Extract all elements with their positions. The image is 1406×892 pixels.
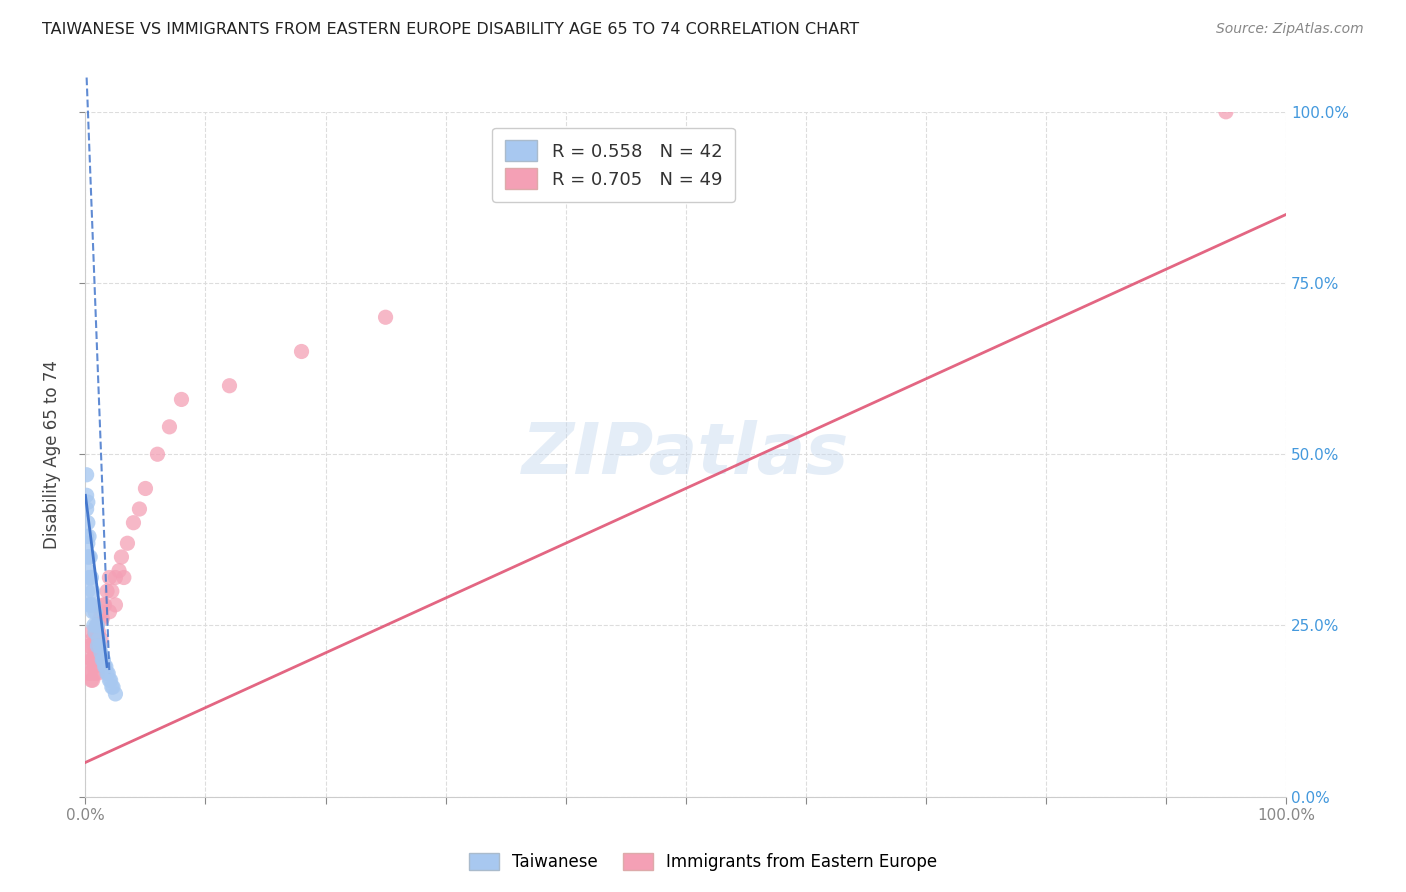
Point xyxy=(77,666,100,681)
Point xyxy=(134,482,156,496)
Point xyxy=(93,598,115,612)
Point xyxy=(77,570,100,584)
Point xyxy=(159,420,181,434)
Point xyxy=(93,598,115,612)
Point xyxy=(77,529,100,543)
Point xyxy=(82,584,104,599)
Point xyxy=(84,666,107,681)
Point xyxy=(290,344,312,359)
Point xyxy=(82,605,104,619)
Point xyxy=(76,529,98,543)
Point xyxy=(86,666,108,681)
Point xyxy=(76,502,98,516)
Point xyxy=(77,549,100,564)
Point xyxy=(76,467,98,482)
Point xyxy=(89,639,111,653)
Point xyxy=(80,570,103,584)
Point xyxy=(112,570,135,584)
Point xyxy=(82,632,104,647)
Point xyxy=(86,618,108,632)
Point xyxy=(98,605,121,619)
Point xyxy=(79,570,101,584)
Point xyxy=(76,584,98,599)
Legend: R = 0.558   N = 42, R = 0.705   N = 49: R = 0.558 N = 42, R = 0.705 N = 49 xyxy=(492,128,735,202)
Point xyxy=(104,570,127,584)
Point xyxy=(90,632,112,647)
Point xyxy=(170,392,193,407)
Point xyxy=(84,653,107,667)
Point xyxy=(87,632,110,647)
Point xyxy=(108,564,131,578)
Point xyxy=(91,612,114,626)
Point xyxy=(90,646,112,660)
Point xyxy=(101,680,124,694)
Point xyxy=(96,666,118,681)
Point xyxy=(97,666,120,681)
Point xyxy=(90,605,112,619)
Y-axis label: Disability Age 65 to 74: Disability Age 65 to 74 xyxy=(44,359,60,549)
Point xyxy=(98,673,121,688)
Point xyxy=(86,639,108,653)
Text: Source: ZipAtlas.com: Source: ZipAtlas.com xyxy=(1216,22,1364,37)
Point xyxy=(146,447,169,461)
Point xyxy=(79,639,101,653)
Point xyxy=(87,625,110,640)
Point xyxy=(374,310,396,325)
Point xyxy=(104,598,127,612)
Point xyxy=(76,653,98,667)
Point xyxy=(89,639,111,653)
Point xyxy=(101,680,124,694)
Point xyxy=(86,639,108,653)
Point xyxy=(80,653,103,667)
Point xyxy=(82,673,104,688)
Point xyxy=(84,625,107,640)
Point xyxy=(76,488,98,502)
Point xyxy=(84,605,107,619)
Point xyxy=(104,687,127,701)
Point xyxy=(79,598,101,612)
Point xyxy=(80,625,103,640)
Point xyxy=(80,673,103,688)
Point xyxy=(218,378,240,392)
Point xyxy=(77,598,100,612)
Point xyxy=(79,549,101,564)
Point xyxy=(76,564,98,578)
Point xyxy=(84,646,107,660)
Point xyxy=(76,549,98,564)
Point xyxy=(94,659,117,673)
Point xyxy=(77,639,100,653)
Point xyxy=(98,570,121,584)
Point xyxy=(76,536,98,550)
Point xyxy=(1215,104,1237,119)
Text: TAIWANESE VS IMMIGRANTS FROM EASTERN EUROPE DISABILITY AGE 65 TO 74 CORRELATION : TAIWANESE VS IMMIGRANTS FROM EASTERN EUR… xyxy=(42,22,859,37)
Point xyxy=(96,584,118,599)
Point xyxy=(128,502,150,516)
Point xyxy=(83,639,105,653)
Text: ZIPatlas: ZIPatlas xyxy=(522,420,849,489)
Point xyxy=(84,632,107,647)
Point xyxy=(93,653,115,667)
Point xyxy=(93,659,115,673)
Point xyxy=(79,666,101,681)
Point xyxy=(83,618,105,632)
Point xyxy=(84,625,107,640)
Point xyxy=(110,549,132,564)
Point xyxy=(91,653,114,667)
Point xyxy=(80,598,103,612)
Point xyxy=(89,612,111,626)
Point xyxy=(83,598,105,612)
Point xyxy=(117,536,139,550)
Point xyxy=(83,659,105,673)
Point xyxy=(76,495,98,509)
Point xyxy=(86,618,108,632)
Legend: Taiwanese, Immigrants from Eastern Europe: Taiwanese, Immigrants from Eastern Europ… xyxy=(460,845,946,880)
Point xyxy=(76,516,98,530)
Point xyxy=(100,673,122,688)
Point xyxy=(82,653,104,667)
Point xyxy=(84,618,107,632)
Point xyxy=(122,516,145,530)
Point xyxy=(101,584,124,599)
